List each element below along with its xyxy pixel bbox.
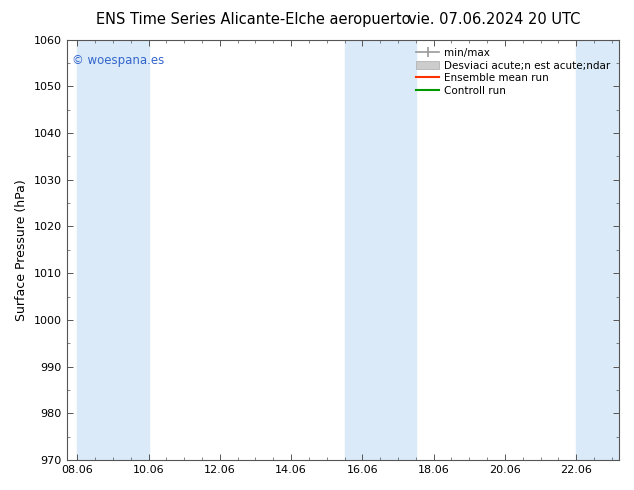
Bar [576, 40, 619, 460]
Legend: min/max, Desviaci acute;n est acute;ndar, Ensemble mean run, Controll run: min/max, Desviaci acute;n est acute;ndar… [413, 45, 614, 99]
Bar [77, 40, 148, 460]
Y-axis label: Surface Pressure (hPa): Surface Pressure (hPa) [15, 179, 28, 321]
Text: vie. 07.06.2024 20 UTC: vie. 07.06.2024 20 UTC [408, 12, 581, 27]
Text: ENS Time Series Alicante-Elche aeropuerto: ENS Time Series Alicante-Elche aeropuert… [96, 12, 411, 27]
Text: © woespana.es: © woespana.es [72, 54, 164, 67]
Bar [344, 40, 416, 460]
